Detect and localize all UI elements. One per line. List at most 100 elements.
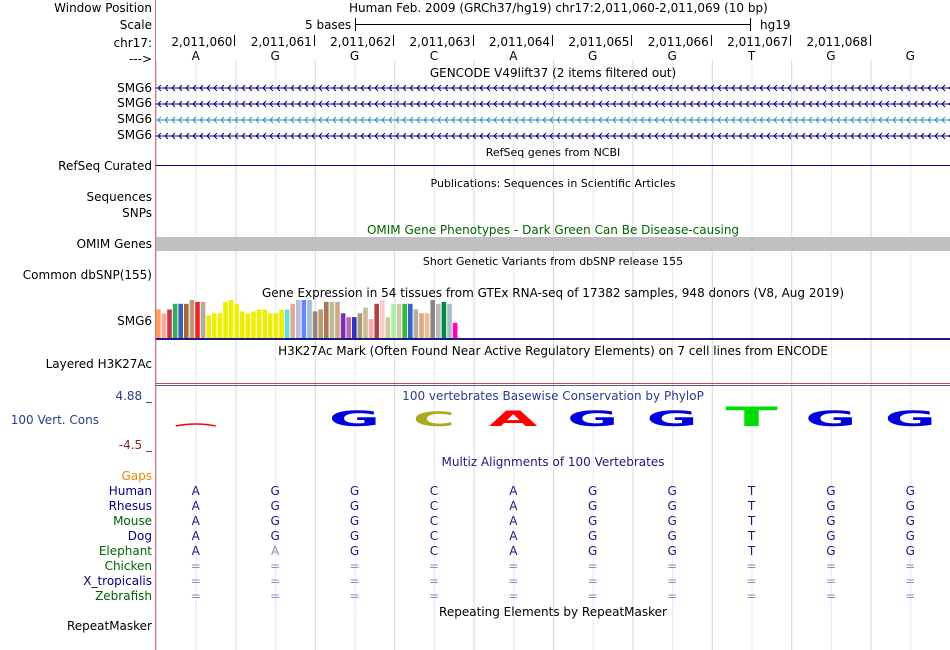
publications-title[interactable]: Publications: Sequences in Scientific Ar… [430,177,676,190]
strand-chevron [395,116,400,124]
gtex-bar [346,317,351,338]
strand-chevron [465,116,470,124]
strand-chevron [262,132,267,140]
species-label[interactable]: X_tropicalis [83,574,152,588]
gtex-bar [172,303,178,338]
gtex-bar [324,301,329,338]
track-labels: Window Position Scale chr17: ---> SMG6 S… [0,0,155,650]
alignment-base: G [588,514,598,528]
snps-label[interactable]: SNPs [122,206,152,220]
strand-chevron [339,100,344,108]
dbsnp-label[interactable]: Common dbSNP(155) [22,268,152,282]
gtex-bar [296,300,301,338]
h3k27ac-title[interactable]: H3K27Ac Mark (Often Found Near Active Re… [278,344,828,358]
repeatmasker-label[interactable]: RepeatMasker [66,619,152,633]
dbsnp-title[interactable]: Short Genetic Variants from dbSNP releas… [422,255,684,268]
species-label[interactable]: Zebrafish [95,589,152,603]
species-label[interactable]: Human [108,484,152,498]
gencode-label-2[interactable]: SMG6 [117,96,152,110]
omim-label[interactable]: OMIM Genes [76,237,152,251]
strand-chevron [332,132,337,140]
gtex-title[interactable]: Gene Expression in 54 tissues from GTEx … [261,286,845,300]
strand-chevron [157,116,162,124]
strand-chevron [311,132,316,140]
strand-chevron [619,116,624,124]
strand-chevron [808,84,813,92]
gtex-bar [352,317,357,338]
alignment-base: T [747,484,756,498]
refseq-gene-line[interactable] [156,165,950,166]
strand-chevron [339,116,344,124]
strand-chevron [234,100,239,108]
strand-chevron [605,116,610,124]
multiz-title[interactable]: Multiz Alignments of 100 Vertebrates [441,455,665,469]
track-area[interactable]: Human Feb. 2009 (GRCh37/hg19) chr17:2,01… [156,0,950,650]
scale-text: 5 bases [305,18,352,32]
cons-title[interactable]: 100 vertebrates Basewise Conservation by… [402,389,704,403]
alignment-base: G [667,499,677,513]
gencode-track[interactable] [156,80,950,144]
strand-chevron [542,100,547,108]
gencode-title[interactable]: GENCODE V49lift37 (2 items filtered out) [429,66,677,80]
strand-chevron [640,84,645,92]
strand-chevron [472,84,477,92]
strand-chevron [920,100,925,108]
strand-chevron [185,84,190,92]
strand-chevron [500,132,505,140]
strand-chevron [374,132,379,140]
omim-gene-bar[interactable] [156,237,950,251]
strand-chevron [808,116,813,124]
gtex-bar [441,301,447,338]
strand-chevron [850,132,855,140]
strand-chevron [549,84,554,92]
species-label[interactable]: Rhesus [108,499,152,513]
strand-chevron [367,116,372,124]
strand-chevron [815,116,820,124]
alignment-base: = [508,574,519,588]
strand-chevron [451,100,456,108]
gtex-label[interactable]: SMG6 [117,314,152,328]
strand-chevron [661,100,666,108]
strand-chevron [794,84,799,92]
refseq-label[interactable]: RefSeq Curated [58,159,152,173]
strand-chevron [549,132,554,140]
refseq-title[interactable]: RefSeq genes from NCBI [485,146,621,159]
strand-chevron [374,84,379,92]
strand-chevron [906,84,911,92]
species-label[interactable]: Chicken [104,559,152,573]
ruler-tick [472,35,474,46]
gencode-label-1[interactable]: SMG6 [117,81,152,95]
strand-chevron [465,132,470,140]
gencode-label-4[interactable]: SMG6 [117,128,152,142]
strand-chevron [206,116,211,124]
gtex-bar [189,300,195,338]
strand-chevron [759,116,764,124]
alignment-base: = [825,559,836,573]
strand-chevron [297,100,302,108]
cons-label[interactable]: 100 Vert. Cons [10,413,99,427]
alignment-base: = [349,574,360,588]
strand-chevron [500,116,505,124]
strand-chevron [192,132,197,140]
strand-chevron [605,84,610,92]
strand-chevron [787,116,792,124]
species-label[interactable]: Elephant [98,544,152,558]
h3k27ac-label[interactable]: Layered H3K27Ac [45,357,152,371]
strand-chevron [899,132,904,140]
sequences-label[interactable]: Sequences [86,190,152,204]
alignment-base: G [826,499,836,513]
cons-base-letter: G [329,407,380,432]
strand-chevron [801,132,806,140]
repeatmasker-title[interactable]: Repeating Elements by RepeatMasker [439,605,667,619]
alignment-base: = [508,589,519,603]
gencode-label-3[interactable]: SMG6 [117,112,152,126]
omim-title[interactable]: OMIM Gene Phenotypes - Dark Green Can Be… [366,223,740,237]
strand-chevron [192,116,197,124]
species-label[interactable]: Dog [127,529,152,543]
gtex-bar-chart[interactable] [156,298,950,338]
strand-chevron [885,132,890,140]
strand-chevron [528,116,533,124]
gtex-bar [240,311,245,338]
species-label[interactable]: Mouse [113,514,152,528]
